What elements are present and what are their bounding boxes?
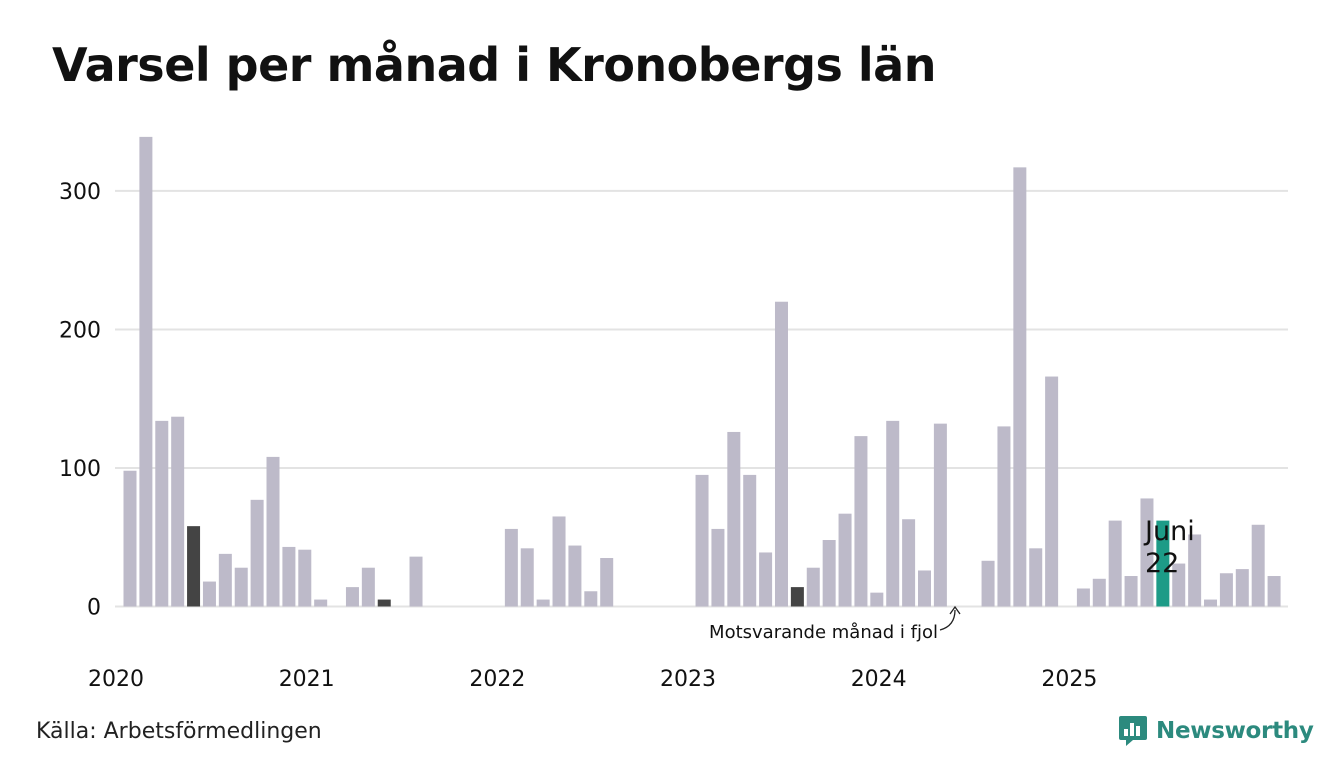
bar-2020-06 xyxy=(202,581,216,607)
bar-2021-04 xyxy=(361,567,375,607)
x-tick-label: 2020 xyxy=(88,667,144,692)
bars xyxy=(123,136,1281,607)
chart-title: Varsel per månad i Kronobergs län xyxy=(52,38,936,92)
bar-2022-04 xyxy=(552,516,566,607)
bar-2025-12 xyxy=(1251,524,1265,607)
bar-2025-05 xyxy=(1140,498,1154,607)
bar-2020-03 xyxy=(155,420,169,607)
bar-2025-08 xyxy=(1188,534,1202,607)
bar-2020-07 xyxy=(218,553,232,607)
bar-2020-10 xyxy=(266,456,280,607)
bar-2024-08 xyxy=(997,426,1011,607)
bar-2023-08 xyxy=(806,567,820,607)
bar-2023-11 xyxy=(854,436,868,607)
bar-2024-03 xyxy=(918,570,931,607)
x-tick-label: 2022 xyxy=(469,667,525,692)
bar-chart: 0 100 200 300 2020 2021 2022 2023 2024 2025 Juni… xyxy=(59,136,1288,692)
bar-2025-01 xyxy=(1076,588,1090,607)
bar-same-month-2023-07 xyxy=(790,587,804,607)
bar-2024-07 xyxy=(981,560,995,607)
y-tick-label: 300 xyxy=(59,180,101,205)
bar-2025-11 xyxy=(1235,569,1249,607)
current-value-label: 22 xyxy=(1145,548,1179,579)
bar-same-month-2021-05 xyxy=(377,599,391,607)
bar-2023-09 xyxy=(822,540,836,607)
annotation-arrowhead xyxy=(949,605,961,615)
x-tick-label: 2023 xyxy=(660,667,716,692)
annotations: Juni 22 Motsvarande månad i fjol xyxy=(709,516,1195,643)
bar-2023-10 xyxy=(838,513,852,607)
bar-2022-03 xyxy=(536,599,550,607)
x-tick-label: 2021 xyxy=(279,667,335,692)
bar-2024-02 xyxy=(902,519,916,607)
bar-2022-02 xyxy=(520,548,534,607)
logo-text: Newsworthy xyxy=(1156,718,1314,744)
bar-current-2025-06 xyxy=(1156,520,1170,607)
bar-2024-09 xyxy=(1013,167,1027,607)
bar-2020-04 xyxy=(171,416,185,607)
bar-2023-05 xyxy=(759,552,773,607)
bar-2020-02 xyxy=(139,136,153,607)
x-tick-label: 2024 xyxy=(851,667,907,692)
bar-2022-05 xyxy=(568,545,582,607)
x-axis: 2020 2021 2022 2023 2024 2025 xyxy=(88,667,1097,692)
newsworthy-logo: Newsworthy xyxy=(1118,714,1314,748)
bar-2021-07 xyxy=(409,556,423,607)
bar-2025-09 xyxy=(1204,599,1218,607)
x-tick-label: 2025 xyxy=(1041,667,1097,692)
bar-2025-07 xyxy=(1172,563,1186,607)
same-month-annotation: Motsvarande månad i fjol xyxy=(709,622,938,643)
bar-2025-03 xyxy=(1108,520,1122,607)
bar-2023-06 xyxy=(774,301,788,607)
bar-2023-04 xyxy=(743,474,757,607)
bar-2023-01 xyxy=(695,474,709,607)
bar-2020-08 xyxy=(234,567,248,607)
bar-2021-03 xyxy=(345,587,359,607)
bar-2020-01 xyxy=(123,470,137,607)
y-tick-label: 100 xyxy=(59,457,101,482)
y-axis: 0 100 200 300 xyxy=(59,180,101,621)
bar-2024-10 xyxy=(1029,548,1043,607)
bar-2025-04 xyxy=(1124,576,1138,607)
bar-2022-07 xyxy=(600,558,614,607)
bar-2024-01 xyxy=(886,420,900,607)
bar-2022-01 xyxy=(504,528,518,607)
bar-2020-12 xyxy=(298,549,312,607)
bar-2023-03 xyxy=(727,431,741,607)
y-tick-label: 0 xyxy=(87,596,101,621)
current-month-label: Juni xyxy=(1143,516,1195,547)
y-tick-label: 200 xyxy=(59,318,101,343)
bar-2021-01 xyxy=(314,599,328,607)
annotation-arrow xyxy=(939,609,956,631)
bar-2024-11 xyxy=(1045,376,1059,607)
bar-2020-11 xyxy=(282,546,296,607)
logo-icon xyxy=(1119,716,1147,746)
bar-2026-01 xyxy=(1267,576,1281,607)
bar-2023-12 xyxy=(870,592,884,607)
bar-2020-09 xyxy=(250,499,264,607)
bar-2025-02 xyxy=(1092,578,1106,607)
bar-same-month-2020-05 xyxy=(187,526,201,607)
bar-2022-06 xyxy=(584,591,598,607)
bar-2024-04 xyxy=(933,423,947,607)
bar-2023-02 xyxy=(711,528,725,607)
bar-2025-10 xyxy=(1219,573,1233,607)
source-note: Källa: Arbetsförmedlingen xyxy=(36,719,322,744)
